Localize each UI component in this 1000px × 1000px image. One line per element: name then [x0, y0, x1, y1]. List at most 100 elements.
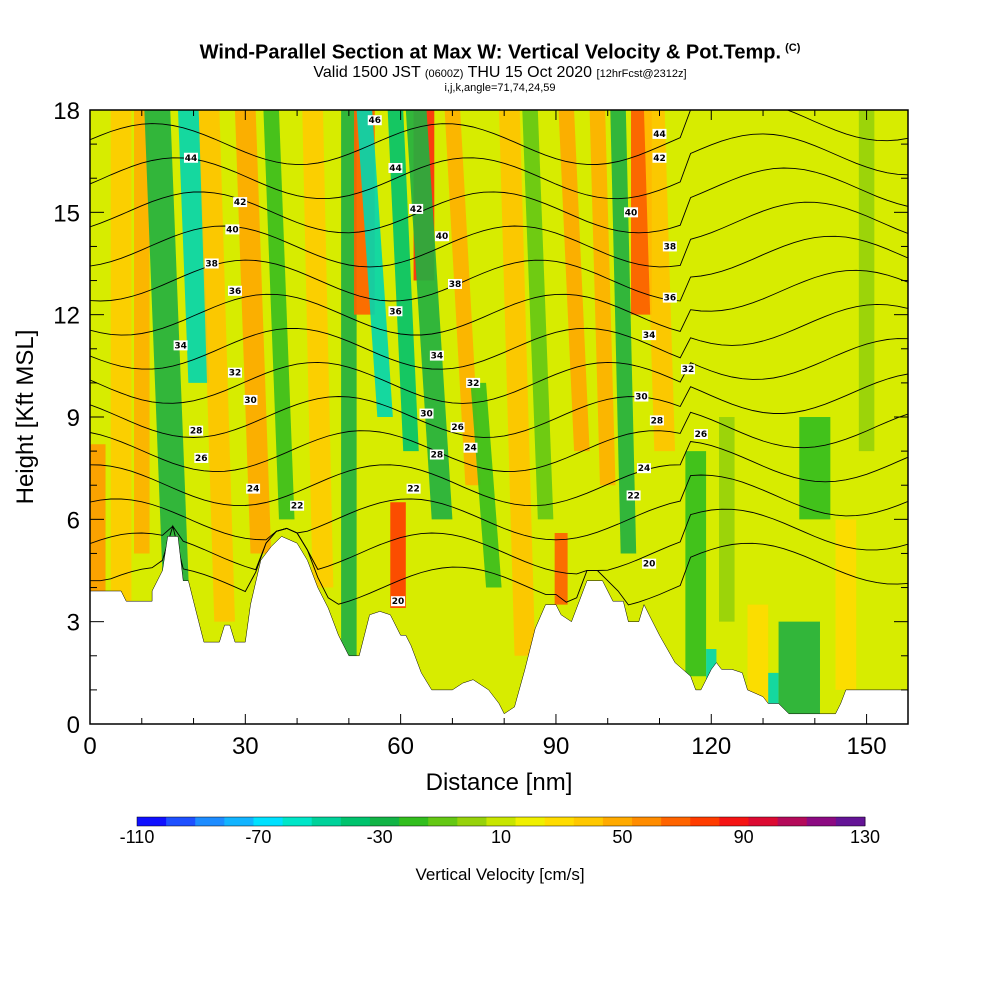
contour-label-text: 20	[643, 560, 656, 570]
velocity-band	[643, 110, 676, 452]
y-tick-label: 3	[67, 610, 80, 637]
colorbar-swatch	[748, 817, 779, 826]
contour-label: 22	[626, 490, 641, 501]
colorbar-label: -110	[120, 827, 155, 847]
velocity-field	[90, 110, 875, 714]
contour-label: 26	[693, 429, 708, 440]
contour-label-bg	[227, 285, 242, 296]
contour-label-text: 22	[291, 502, 304, 512]
contour-label: 28	[649, 415, 664, 426]
pot-temp-contour-line	[90, 133, 908, 200]
pot-temp-contour-line	[90, 524, 908, 606]
contour-label-text: 40	[625, 208, 638, 218]
velocity-band	[685, 451, 707, 677]
contour-label-bg	[649, 415, 664, 426]
velocity-band	[499, 110, 536, 656]
colorbar-swatch	[777, 817, 808, 826]
velocity-band	[390, 502, 406, 609]
y-tick-label: 0	[67, 712, 80, 739]
pot-temp-contour-line	[90, 508, 908, 575]
y-tick-label: 18	[53, 98, 80, 125]
contour-label-bg	[662, 292, 677, 303]
contour-label-bg	[391, 596, 406, 607]
section-indices: i,j,k,angle=71,74,24,59	[444, 81, 556, 94]
contour-label-text: 34	[431, 352, 444, 362]
contour-label: 40	[225, 224, 240, 235]
velocity-band	[858, 110, 875, 452]
contour-label-text: 42	[653, 154, 666, 164]
contour-label: 32	[680, 364, 695, 375]
chart-title: Wind-Parallel Section at Max W: Vertical…	[0, 36, 1000, 65]
velocity-band	[554, 532, 568, 605]
contour-label-bg	[680, 364, 695, 375]
contour-label-bg	[636, 463, 651, 474]
contour-label-text: 44	[389, 164, 402, 174]
contour-label-text: 34	[643, 331, 656, 341]
pot-temp-contour-line	[90, 411, 908, 473]
colorbar-swatch	[457, 817, 487, 826]
y-tick-labels: 0 3 6 9 12 15 18	[53, 98, 80, 739]
contour-label: 24	[246, 483, 261, 495]
contour-label-text: 36	[229, 287, 242, 297]
contour-label: 44	[388, 162, 403, 174]
contour-label: 38	[204, 258, 219, 270]
contour-label-text: 28	[651, 416, 664, 426]
contour-label-bg	[290, 500, 305, 511]
pot-temp-contour-line	[90, 338, 908, 404]
x-axis-title: Distance [nm]	[426, 769, 573, 796]
contour-label-bg	[388, 306, 403, 317]
contour-label: 30	[419, 408, 434, 420]
forecast-info: [12hrFcst@2312z]	[596, 67, 687, 80]
contour-label-bg	[233, 197, 248, 208]
colorbar-swatch	[311, 817, 342, 826]
contour-label-bg	[409, 203, 424, 214]
contour-label: 42	[409, 203, 424, 215]
contour-label: 22	[406, 483, 421, 495]
velocity-band	[719, 417, 735, 622]
colorbar-swatch	[195, 817, 225, 826]
contour-label-text: 44	[653, 130, 666, 140]
contour-label-text: 30	[244, 396, 257, 406]
contour-label: 34	[642, 330, 657, 341]
contour-label-text: 26	[451, 423, 464, 433]
pot-temp-contour-line	[90, 474, 908, 541]
contour-label-text: 46	[368, 116, 381, 126]
velocity-band	[302, 110, 334, 588]
velocity-band	[522, 110, 554, 520]
contour-label: 34	[173, 340, 188, 351]
colorbar-swatch	[224, 817, 254, 826]
contour-label: 26	[450, 422, 465, 433]
contour-label-bg	[194, 452, 209, 463]
contour-label-bg	[388, 162, 403, 173]
contour-label-text: 32	[467, 379, 480, 389]
contour-label-text: 32	[229, 369, 242, 379]
velocity-band	[768, 672, 779, 704]
contour-label-text: 30	[635, 393, 648, 403]
contour-label-bg	[450, 422, 465, 433]
contour-label: 30	[634, 391, 649, 403]
contour-label-bg	[173, 340, 188, 351]
contour-label-text: 22	[627, 491, 640, 501]
colorbar-swatch	[719, 817, 750, 826]
contour-label: 38	[447, 278, 462, 290]
contour-label-text: 26	[695, 430, 708, 440]
contour-label-bg	[466, 377, 481, 388]
contour-label-bg	[419, 408, 434, 419]
contour-label-bg	[183, 152, 198, 163]
x-tick-label: 120	[691, 733, 731, 760]
colorbar-swatch	[486, 817, 517, 826]
colorbar-swatch	[661, 817, 691, 826]
colorbar-swatch	[690, 817, 720, 826]
pot-temp-contour-line	[90, 167, 908, 234]
contour-label-text: 34	[174, 341, 187, 351]
velocity-band	[263, 110, 295, 520]
contour-label-bg	[189, 425, 204, 436]
contour-label-bg	[634, 391, 649, 402]
pot-temp-contour-line	[90, 235, 908, 302]
velocity-band	[341, 110, 357, 656]
contour-label-text: 36	[389, 307, 402, 317]
contour-label-text: 42	[410, 205, 423, 215]
contour-label-text: 28	[431, 451, 444, 461]
colorbar-swatch	[137, 817, 167, 826]
